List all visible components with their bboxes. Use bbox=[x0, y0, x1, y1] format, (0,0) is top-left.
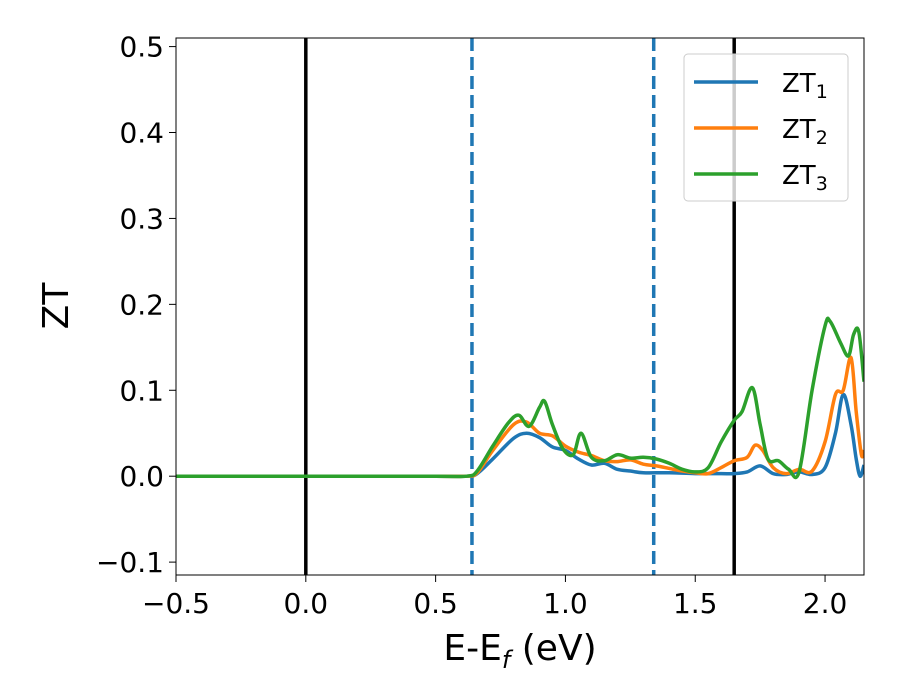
legend-label-zt3: ZT3 bbox=[782, 161, 828, 195]
y-tick-label: 0.2 bbox=[119, 288, 164, 321]
plot-frame bbox=[175, 37, 865, 576]
y-axis-title: ZT bbox=[36, 282, 77, 330]
legend-box bbox=[683, 53, 849, 202]
x-tick-label: 0.5 bbox=[413, 587, 458, 620]
y-tick-label: −0.1 bbox=[96, 546, 164, 579]
y-tick-label: 0.1 bbox=[119, 374, 164, 407]
x-tick-label: 2.0 bbox=[803, 587, 848, 620]
x-axis-title: E-Ef (eV) bbox=[443, 628, 596, 674]
y-tick-label: 0.4 bbox=[119, 117, 164, 150]
x-tick-label: 0.0 bbox=[284, 587, 329, 620]
y-tick-label: 0.0 bbox=[119, 460, 164, 493]
legend-label-zt2: ZT2 bbox=[782, 115, 828, 149]
series-line-zt1 bbox=[176, 392, 864, 479]
x-tick-label: −0.5 bbox=[142, 587, 210, 620]
legend-label-zt1: ZT1 bbox=[782, 69, 828, 103]
legend: ZT1 ZT2 ZT3 bbox=[683, 53, 849, 202]
y-tick-label: 0.5 bbox=[119, 31, 164, 64]
series-line-zt3 bbox=[176, 316, 864, 480]
x-tick-label: 1.0 bbox=[543, 587, 588, 620]
series-line-zt2 bbox=[176, 355, 864, 479]
y-tick-label: 0.3 bbox=[119, 202, 164, 235]
x-tick-label: 1.5 bbox=[673, 587, 718, 620]
